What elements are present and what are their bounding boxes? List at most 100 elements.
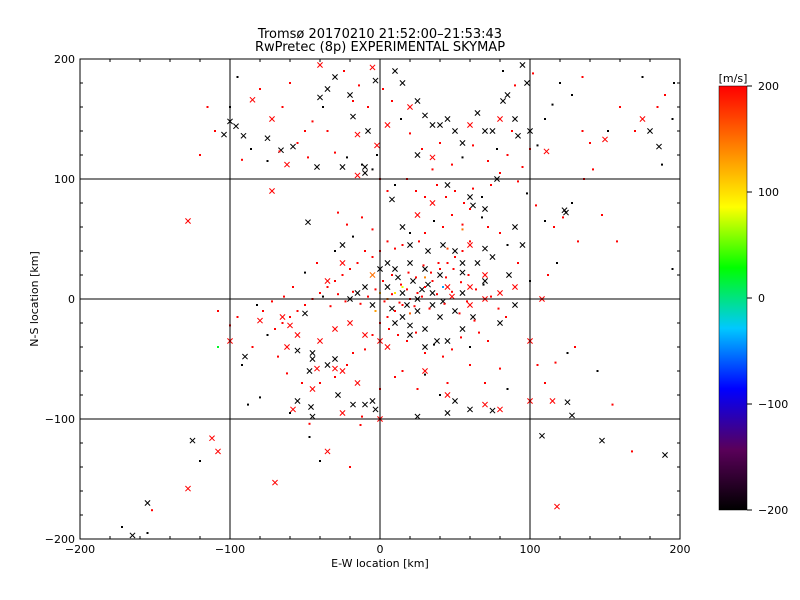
data-point-dot [566,352,569,354]
data-point-cross [539,432,545,439]
data-point-dot [358,84,360,87]
data-point-dot [461,228,464,231]
data-point-cross [407,242,413,248]
data-point-dot [511,130,513,132]
data-point-dot [664,94,666,96]
data-point-dot [352,352,354,354]
data-point-cross [324,278,331,284]
data-point-dot [547,274,549,276]
data-point-cross [470,314,476,320]
data-point-cross [392,266,398,272]
data-point-cross [444,392,451,398]
data-point-dot [506,244,509,246]
data-point-dot [535,204,537,207]
data-point-dot [502,70,504,72]
data-point-cross [209,435,215,442]
data-point-dot [316,262,318,264]
data-point-dot [437,262,440,264]
data-point-dot [514,84,516,87]
data-point-dot [458,312,461,315]
data-point-cross [444,410,451,416]
data-point-dot [436,184,438,186]
data-point-dot [443,302,446,305]
data-point-dot [247,403,249,406]
data-point-dot [394,247,396,250]
data-point-dot [619,106,621,108]
data-point-cross [305,219,311,226]
data-point-cross [506,272,512,278]
data-point-cross [189,437,196,444]
data-point-cross [257,317,263,324]
data-point-dot [484,382,486,384]
data-point-cross [350,401,356,408]
data-point-dot [571,94,573,96]
data-point-dot [463,202,465,204]
data-point-dot [334,250,336,252]
data-point-dot [374,288,377,291]
data-point-cross [399,80,406,86]
data-point-cross [332,356,338,362]
data-point-cross [467,284,473,290]
data-point-dot [329,305,332,308]
data-point-cross [392,68,398,74]
data-point-dot [349,268,351,270]
data-point-cross [362,401,368,408]
data-point-dot [469,364,471,366]
data-point-dot [394,310,396,312]
data-point-cross [467,406,473,413]
data-point-cross [302,310,308,317]
data-point-cross [233,123,239,130]
data-point-dot [371,334,374,336]
data-point-dot [656,106,659,108]
data-point-dot [296,310,299,312]
data-point-cross [347,92,353,98]
data-point-dot [544,220,546,222]
data-point-cross [279,314,286,320]
data-point-cross [543,148,550,155]
data-point-cross [429,302,436,308]
data-point-dot [376,154,378,156]
data-point-cross [335,392,341,398]
data-point-cross [515,132,521,139]
data-point-cross [482,128,488,134]
data-point-dot [296,142,299,144]
data-point-dot [401,370,404,372]
data-point-cross [399,224,406,230]
data-point-cross [440,242,446,248]
data-point-dot [454,190,456,192]
data-point-dot [418,240,420,243]
data-points [121,62,675,539]
data-point-dot [364,250,366,252]
data-point-cross [497,406,503,413]
data-point-dot [571,202,573,204]
data-point-cross [419,286,425,293]
data-point-dot [499,172,501,174]
data-point-cross [372,77,379,84]
data-point-dot [371,228,374,231]
data-point-dot [266,160,269,162]
data-point-dot [397,334,399,336]
data-point-cross [269,116,275,122]
data-point-dot [422,264,425,267]
data-point-dot [424,196,426,198]
data-point-dot [352,235,354,238]
data-point-dot [544,382,546,384]
data-point-cross [482,206,488,212]
data-point-dot [499,367,501,370]
data-point-cross [459,269,466,276]
data-point-dot [394,292,396,294]
data-point-dot [416,388,419,390]
data-point-cross [602,136,608,143]
data-point-dot [487,340,489,342]
data-point-dot [236,76,239,78]
data-point-cross [294,398,301,404]
data-point-dot [433,343,435,346]
data-point-cross [422,368,428,374]
data-point-dot [398,301,401,304]
data-point-dot [581,130,584,132]
data-point-cross [519,242,526,248]
data-point-cross [407,260,413,266]
data-point-cross [563,209,569,216]
colorbar-tick-label: −100 [758,398,788,411]
